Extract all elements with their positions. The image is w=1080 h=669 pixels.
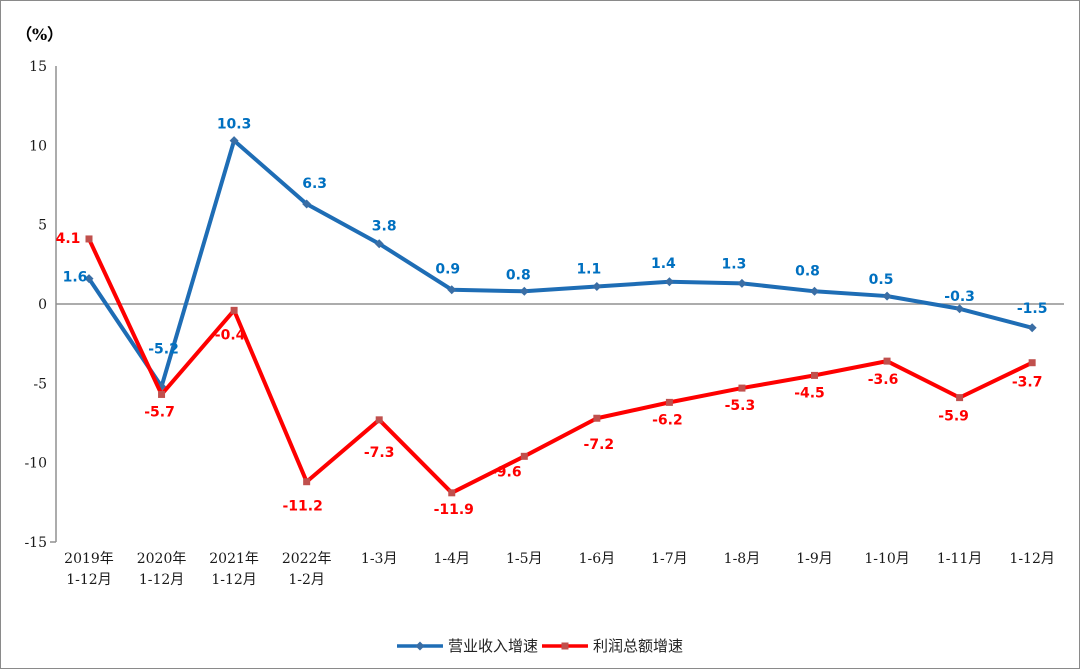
- y-tick-label: -5: [33, 376, 47, 392]
- data-point-label: -3.7: [1012, 375, 1043, 391]
- data-point-label: -4.5: [794, 385, 825, 401]
- data-point-marker: [374, 239, 384, 249]
- data-point-label: -0.3: [944, 289, 975, 305]
- legend-marker-square: [561, 642, 569, 649]
- data-point-label: 10.3: [217, 117, 252, 133]
- data-point-marker: [84, 274, 94, 284]
- data-point-label: 0.8: [795, 263, 820, 279]
- data-point-marker: [85, 235, 93, 243]
- data-point-marker: [665, 398, 673, 406]
- revenue-line-sample-icon: [396, 641, 443, 650]
- legend-marker-diamond: [415, 641, 425, 650]
- data-point-marker: [302, 199, 312, 209]
- data-point-marker: [1027, 323, 1037, 333]
- y-tick-label: 0: [38, 297, 47, 313]
- legend-label-profit: 利润总额增速: [593, 637, 684, 655]
- x-category-label: 1-4月: [433, 551, 470, 567]
- series-line-1: [87, 236, 1035, 495]
- data-point-marker: [593, 414, 601, 422]
- x-category-label: 1-9月: [796, 551, 833, 567]
- profit-line-sample-icon: [542, 642, 588, 649]
- data-point-marker: [519, 286, 529, 296]
- x-category-label: 1-10月: [864, 551, 909, 567]
- x-category-label: 1-8月: [724, 551, 761, 567]
- data-point-marker: [882, 291, 892, 301]
- data-point-marker: [448, 489, 456, 497]
- data-point-label: -11.2: [282, 499, 322, 515]
- data-point-marker: [810, 286, 819, 296]
- data-point-label: -11.9: [434, 502, 474, 518]
- data-point-label: -5.2: [148, 342, 179, 358]
- x-category-label: 1-7月: [651, 551, 688, 567]
- data-point-label: 1.1: [576, 262, 601, 278]
- data-point-label: -6.2: [652, 412, 683, 428]
- data-point-marker: [447, 285, 457, 295]
- data-point-marker: [230, 306, 238, 314]
- data-point-label: -5.9: [938, 409, 969, 425]
- data-point-marker: [811, 371, 818, 379]
- data-point-marker: [955, 304, 965, 314]
- legend-item-revenue: 营业收入增速: [396, 635, 538, 656]
- y-axis-unit-label: （%）: [16, 25, 64, 44]
- series-line-0: [87, 138, 1035, 389]
- data-point-label: 1.4: [651, 256, 676, 272]
- x-category-label: 2022年 1-2月: [282, 551, 332, 588]
- data-point-label: -7.2: [584, 437, 615, 453]
- data-point-marker: [1028, 359, 1036, 367]
- data-point-label: 4.1: [56, 231, 81, 247]
- data-point-marker: [664, 277, 674, 287]
- y-tick-label: 10: [29, 138, 47, 154]
- x-category-label: 1-11月: [937, 551, 982, 567]
- data-point-marker: [737, 278, 747, 288]
- legend-label-revenue: 营业收入增速: [447, 637, 538, 655]
- data-point-label: 1.6: [63, 270, 88, 286]
- y-tick-label: 15: [29, 59, 47, 75]
- x-category-label: 1-5月: [506, 551, 543, 567]
- data-point-label: 0.8: [506, 267, 531, 283]
- data-point-label: -1.5: [1017, 301, 1048, 317]
- x-category-label: 1-6月: [579, 551, 616, 567]
- x-category-label: 1-3月: [361, 551, 398, 567]
- data-point-label: 6.3: [302, 176, 327, 192]
- y-tick-label: -10: [24, 456, 47, 472]
- x-category-label: 2020年 1-12月: [137, 551, 187, 588]
- data-point-label: -5.3: [725, 398, 756, 414]
- legend: 营业收入增速 利润总额增速: [396, 635, 683, 656]
- data-point-marker: [303, 478, 311, 486]
- x-category-label: 2021年 1-12月: [209, 551, 259, 588]
- data-point-marker: [229, 136, 239, 146]
- data-point-label: -9.6: [491, 464, 522, 480]
- data-point-marker: [956, 394, 964, 402]
- data-point-marker: [738, 384, 746, 392]
- data-point-label: 0.5: [869, 272, 894, 288]
- data-point-marker: [158, 390, 166, 398]
- data-point-label: -3.6: [868, 372, 899, 388]
- data-point-label: -7.3: [364, 445, 395, 461]
- y-tick-label: -15: [24, 535, 47, 551]
- data-point-marker: [592, 282, 602, 292]
- data-point-marker: [520, 452, 528, 460]
- y-tick-label: 5: [38, 218, 47, 234]
- data-point-label: 3.8: [372, 219, 397, 235]
- data-point-label: 1.3: [722, 256, 747, 272]
- data-point-marker: [883, 357, 891, 365]
- x-category-label: 1-12月: [1009, 551, 1054, 567]
- data-point-label: -0.4: [215, 327, 246, 343]
- data-point-label: 0.9: [435, 262, 460, 278]
- data-point-label: -5.7: [144, 404, 175, 420]
- data-point-marker: [375, 416, 383, 424]
- legend-item-profit: 利润总额增速: [542, 635, 683, 656]
- x-category-label: 2019年 1-12月: [64, 551, 114, 588]
